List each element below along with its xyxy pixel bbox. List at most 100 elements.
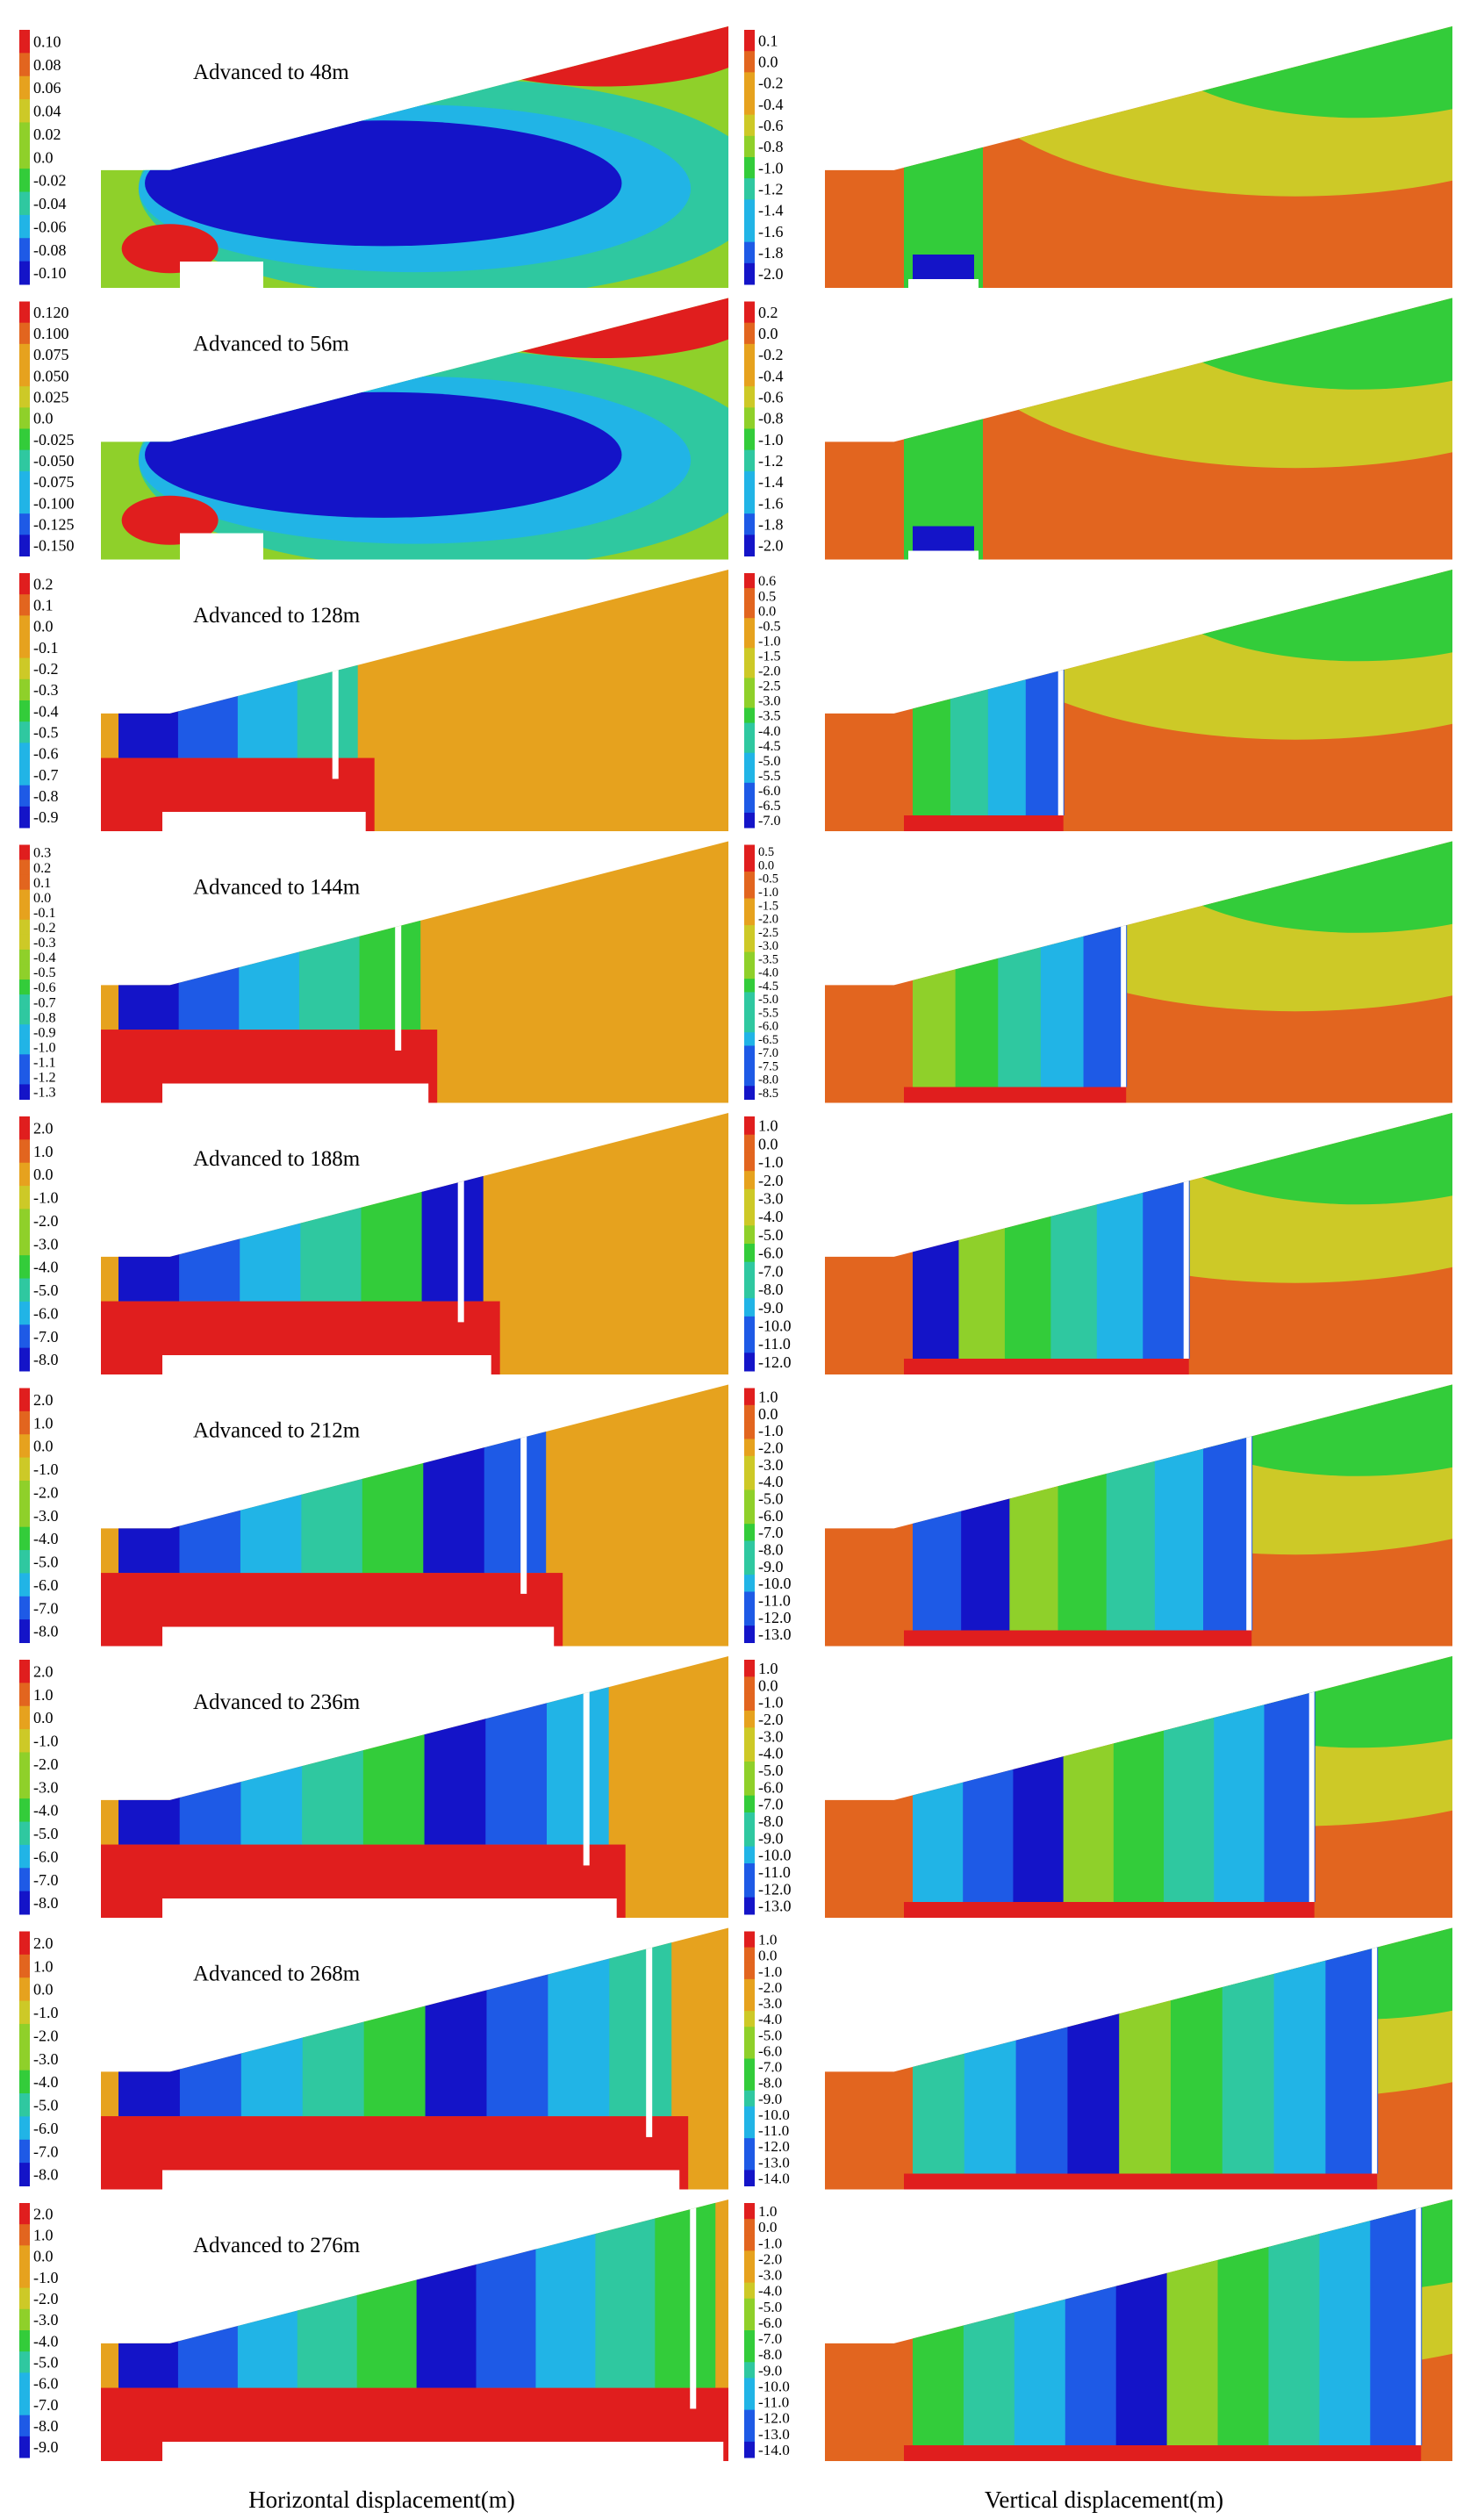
vertical-colorbar-swatch — [744, 693, 755, 709]
vertical-colorbar-swatch — [744, 1727, 755, 1746]
vertical-colorbar-swatch — [744, 1880, 755, 1898]
horizontal-colorbar-tick-label: 0.08 — [33, 56, 61, 74]
vertical-colorbar-tick-label: -6.0 — [758, 2314, 782, 2331]
horizontal-colorbar-swatch — [19, 678, 30, 701]
excavated-gob — [180, 533, 263, 560]
horizontal-colorbar-tick-label: -6.0 — [33, 1576, 59, 1594]
horizontal-colorbar-tick-label: 0.075 — [33, 346, 69, 363]
vertical-colorbar-swatch — [744, 2425, 755, 2443]
horizontal-colorbar-swatch — [19, 764, 30, 786]
vertical-colorbar-swatch — [744, 2298, 755, 2315]
stage-title: Advanced to 212m — [193, 1419, 361, 1443]
stage-title: Advanced to 144m — [193, 876, 361, 900]
horizontal-colorbar-swatch — [19, 75, 30, 100]
vertical-displacement-contour — [825, 26, 1452, 288]
contour-band — [1014, 2200, 1066, 2445]
horizontal-colorbar-tick-label: -0.5 — [33, 965, 56, 980]
horizontal-colorbar-swatch — [19, 934, 30, 951]
horizontal-colorbar-tick-label: -2.0 — [33, 1483, 59, 1501]
horizontal-colorbar-swatch — [19, 2000, 30, 2025]
horizontal-colorbar-swatch — [19, 1388, 30, 1412]
contour-band — [913, 526, 974, 551]
horizontal-colorbar-tick-label: -0.050 — [33, 452, 75, 470]
contour-band — [1319, 2200, 1372, 2445]
stage-title: Advanced to 276m — [193, 2234, 361, 2257]
horizontal-colorbar-tick-label: -9.0 — [33, 2438, 59, 2456]
horizontal-colorbar-swatch — [19, 2203, 30, 2225]
contour-band — [1171, 1927, 1223, 2174]
horizontal-colorbar-swatch — [19, 261, 30, 285]
vertical-colorbar-swatch — [744, 938, 755, 953]
horizontal-colorbar-tick-label: 0.2 — [33, 860, 51, 876]
fracture-line — [690, 2200, 697, 2409]
contour-band — [1015, 1927, 1069, 2174]
horizontal-colorbar-tick-label: 2.0 — [33, 1391, 54, 1409]
contour-band — [416, 2200, 477, 2388]
horizontal-colorbar-tick-label: -8.0 — [33, 1894, 59, 1912]
horizontal-colorbar-tick-label: -1.3 — [33, 1085, 56, 1101]
contour-band — [904, 815, 1064, 831]
contour-band — [1065, 2200, 1117, 2445]
horizontal-colorbar-tick-label: -0.02 — [33, 172, 67, 190]
vertical-colorbar-tick-label: -11.0 — [758, 1863, 791, 1881]
vertical-colorbar-tick-label: -8.0 — [758, 1812, 784, 1830]
vertical-colorbar-tick-label: -3.5 — [758, 708, 781, 724]
contour-band — [1067, 1927, 1121, 2174]
vertical-colorbar-swatch — [744, 2106, 755, 2123]
fracture-line — [1416, 2200, 1422, 2445]
vertical-colorbar-swatch — [744, 573, 755, 589]
horizontal-colorbar-swatch — [19, 322, 30, 345]
vertical-colorbar-tick-label: -2.0 — [758, 265, 784, 283]
horizontal-colorbar-tick-label: 0.02 — [33, 126, 61, 143]
vertical-colorbar-tick-label: -6.0 — [758, 1507, 784, 1525]
horizontal-colorbar-tick-label: -8.0 — [33, 1623, 59, 1640]
horizontal-colorbar-tick-label: 0.0 — [33, 1709, 54, 1726]
horizontal-colorbar-swatch — [19, 2139, 30, 2164]
vertical-colorbar-tick-label: -2.5 — [758, 678, 781, 694]
horizontal-colorbar-tick-label: -1.0 — [33, 1460, 59, 1478]
contour-band — [118, 570, 179, 758]
vertical-colorbar-tick-label: -0.5 — [758, 618, 781, 634]
horizontal-colorbar-tick-label: -5.0 — [33, 2097, 59, 2114]
vertical-colorbar-swatch — [744, 1812, 755, 1830]
vertical-colorbar-swatch — [744, 2266, 755, 2284]
excavated-gob — [162, 2442, 724, 2461]
horizontal-colorbar-tick-label: -7.0 — [33, 1599, 59, 1617]
vertical-colorbar-swatch — [744, 1744, 755, 1762]
horizontal-colorbar-swatch — [19, 2393, 30, 2416]
vertical-colorbar-swatch — [744, 2074, 755, 2092]
vertical-colorbar-swatch — [744, 2235, 755, 2251]
contour-band — [1057, 1384, 1108, 1631]
vertical-colorbar-tick-label: 1.0 — [758, 1117, 778, 1135]
vertical-colorbar-swatch — [744, 1863, 755, 1881]
vertical-colorbar-tick-label: -5.0 — [758, 1226, 784, 1244]
vertical-colorbar-tick-label: -9.0 — [758, 2362, 782, 2379]
vertical-colorbar-tick-label: -3.0 — [758, 939, 778, 953]
contour-band — [1203, 1384, 1253, 1631]
horizontal-colorbar-swatch — [19, 1231, 30, 1256]
horizontal-colorbar-swatch — [19, 721, 30, 743]
vertical-colorbar-swatch — [744, 1152, 755, 1172]
vertical-colorbar-swatch — [744, 1134, 755, 1153]
vertical-colorbar-tick-label: -1.0 — [758, 1153, 784, 1171]
vertical-colorbar-tick-label: -0.2 — [758, 75, 784, 92]
excavated-gob — [162, 1355, 491, 1374]
vertical-colorbar-swatch — [744, 1540, 755, 1559]
vertical-colorbar-swatch — [744, 1032, 755, 1046]
contour-band — [178, 841, 240, 1030]
vertical-colorbar-tick-label: 0.5 — [758, 845, 774, 859]
contour-panels: 0.10 0.08 0.06 0.04 0.02 0.0 -0.02 -0.04 -0.06 -0… — [19, 26, 1452, 2461]
horizontal-colorbar-swatch — [19, 2047, 30, 2071]
vertical-colorbar-tick-label: -0.4 — [758, 96, 784, 113]
horizontal-colorbar-tick-label: -0.1 — [33, 905, 56, 921]
contour-band — [1050, 1113, 1098, 1359]
vertical-colorbar-swatch — [744, 979, 755, 993]
contour-band — [484, 1384, 547, 1574]
stage-title: Advanced to 56m — [193, 333, 349, 356]
vertical-colorbar-tick-label: 1.0 — [758, 1660, 778, 1677]
contour-band — [425, 1927, 488, 2117]
horizontal-colorbar-tick-label: -0.6 — [33, 980, 56, 995]
vertical-colorbar-tick-label: -9.0 — [758, 2091, 782, 2107]
vertical-colorbar-swatch — [744, 2203, 755, 2220]
contour-band — [913, 2200, 964, 2445]
